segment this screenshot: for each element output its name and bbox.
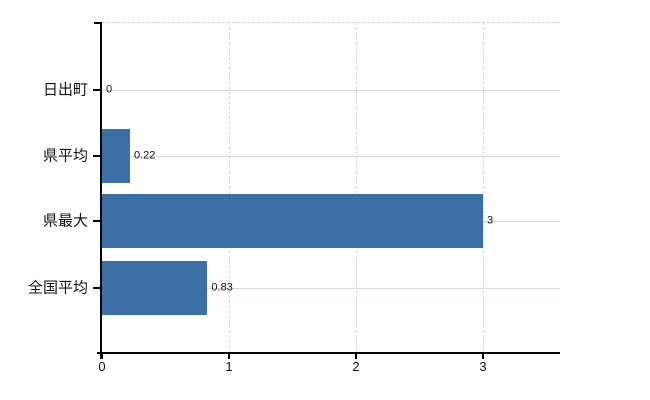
bar-value-label: 0 [106, 83, 113, 96]
bar-value-label: 0.83 [211, 281, 233, 294]
x-axis-line [97, 352, 560, 354]
y-axis-line [100, 22, 102, 359]
bar-value-label: 3 [487, 214, 494, 227]
plot-top-border [102, 22, 560, 23]
gridline-horizontal [102, 156, 560, 157]
bar-value-label: 0.22 [133, 149, 156, 162]
category-tick [93, 89, 102, 91]
bar [102, 194, 483, 248]
gridline-vertical [483, 22, 484, 353]
bar [102, 129, 130, 183]
x-axis-tick-label: 3 [479, 359, 487, 374]
gridline-vertical [229, 22, 230, 353]
plot-area: 0 0.22 3 0.83 日出町 県平均 県最大 全国平均 0 1 2 3 [28, 22, 560, 374]
x-axis-tick-label: 1 [225, 359, 233, 374]
x-axis-tick [228, 353, 230, 359]
category-tick [93, 155, 102, 157]
category-tick [93, 220, 102, 222]
category-label: 日出町 [42, 81, 88, 99]
category-label: 全国平均 [27, 279, 88, 297]
category-label: 県平均 [42, 147, 88, 165]
x-axis-tick [355, 353, 357, 359]
y-axis-top-tick [94, 22, 102, 24]
x-axis-tick-label: 2 [352, 359, 360, 374]
x-axis-tick [482, 353, 484, 359]
category-label: 県最大 [42, 212, 88, 230]
bar [102, 261, 208, 315]
x-axis-tick-label: 0 [98, 359, 106, 374]
gridline-vertical [356, 22, 357, 353]
gridline-horizontal [102, 90, 560, 91]
x-axis-tick [101, 353, 103, 359]
gridline-horizontal [102, 288, 560, 289]
category-tick [93, 287, 102, 289]
